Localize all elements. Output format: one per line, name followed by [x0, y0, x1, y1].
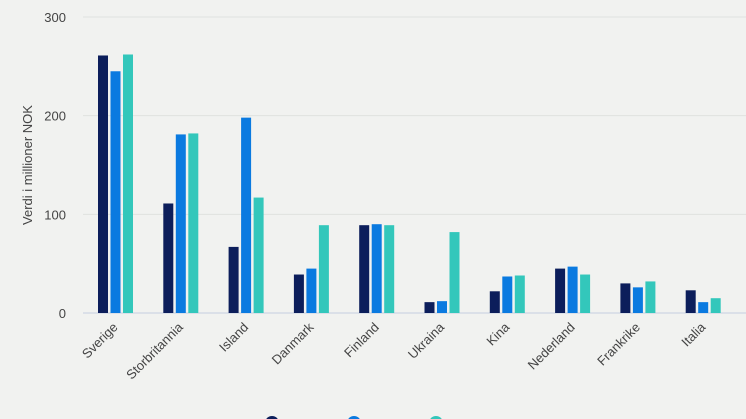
x-tick-label: Danmark [269, 319, 317, 367]
bar-2023-nederland[interactable] [567, 266, 578, 313]
bar-2022-finland[interactable] [384, 225, 395, 313]
bar-2024-danmark[interactable] [293, 274, 304, 313]
bar-2024-nederland[interactable] [555, 268, 566, 313]
x-tick-label: Italia [678, 319, 709, 350]
bar-2024-storbritannia[interactable] [163, 203, 174, 313]
bar-2024-kina[interactable] [489, 291, 500, 313]
bar-2024-italia[interactable] [685, 290, 696, 313]
x-tick-label: Island [216, 320, 251, 355]
bar-2023-island[interactable] [241, 117, 252, 313]
y-tick-label: 100 [44, 207, 66, 222]
bar-2024-finland[interactable] [359, 225, 370, 313]
y-tick-label: 200 [44, 109, 66, 124]
legend-item-2024[interactable]: 2024 [265, 416, 318, 419]
x-tick-label: Storbritannia [123, 319, 186, 382]
bar-2023-ukraina[interactable] [437, 301, 447, 313]
bar-2022-island[interactable] [253, 197, 264, 313]
bar-2022-sverige[interactable] [123, 54, 133, 313]
y-tick-label: 0 [59, 306, 66, 321]
bar-2024-island[interactable] [228, 246, 239, 313]
x-tick-label: Finland [341, 320, 382, 361]
y-tick-label: 300 [44, 10, 66, 25]
bar-2022-nederland[interactable] [580, 274, 591, 313]
bar-2024-sverige[interactable] [98, 55, 108, 313]
y-axis-label: Verdi i millioner NOK [20, 105, 35, 225]
bar-2023-sverige[interactable] [110, 71, 121, 314]
x-tick-label: Kina [483, 319, 513, 349]
bar-2022-frankrike[interactable] [645, 281, 656, 313]
legend-label: 2022 [452, 416, 481, 419]
bar-2022-ukraina[interactable] [449, 232, 460, 313]
bar-2024-frankrike[interactable] [620, 283, 631, 313]
bar-2023-danmark[interactable] [306, 268, 317, 313]
x-tick-label: Frankrike [594, 320, 643, 369]
bar-2024-ukraina[interactable] [424, 302, 435, 313]
x-tick-label: Nederland [525, 320, 578, 373]
bar-2022-italia[interactable] [710, 298, 721, 313]
legend-marker [430, 416, 442, 419]
bar-2023-finland[interactable] [371, 224, 382, 313]
legend-item-2023[interactable]: 2023 [347, 416, 399, 419]
legend-marker [348, 416, 360, 419]
bar-2022-storbritannia[interactable] [188, 133, 199, 313]
bar-2022-kina[interactable] [514, 275, 525, 313]
legend-label: 2024 [288, 416, 318, 419]
x-tick-label: Sverige [79, 320, 121, 362]
legend-marker [266, 416, 278, 419]
bar-2022-danmark[interactable] [318, 225, 329, 313]
bar-2023-frankrike[interactable] [632, 287, 643, 313]
bar-2023-italia[interactable] [698, 302, 709, 313]
bar-2023-storbritannia[interactable] [175, 134, 186, 313]
x-tick-label: Ukraina [405, 319, 448, 362]
legend-item-2022[interactable]: 2022 [429, 416, 481, 419]
legend-label: 2023 [370, 416, 399, 419]
bar-2023-kina[interactable] [502, 276, 513, 313]
